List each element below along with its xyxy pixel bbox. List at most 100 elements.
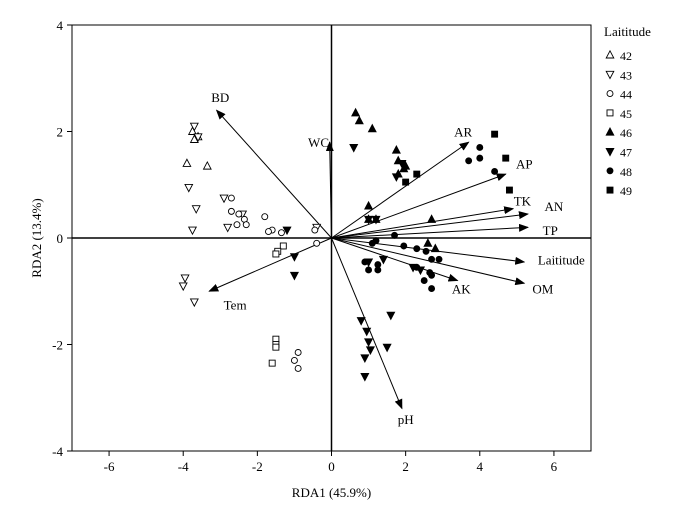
- point-47: [378, 255, 388, 265]
- point-48: [435, 255, 443, 263]
- point-48: [413, 245, 421, 253]
- point-48: [428, 255, 436, 263]
- point-44: [233, 221, 241, 229]
- point-47: [360, 373, 370, 382]
- vector-arrow: [325, 141, 334, 239]
- legend-label: 43: [620, 68, 632, 82]
- point-46: [423, 238, 433, 247]
- vector-label: AR: [454, 125, 472, 140]
- legend-label: 48: [620, 165, 632, 179]
- legend-entry-44: 44: [606, 88, 632, 102]
- point-47: [289, 271, 299, 281]
- vector-tk: TK: [331, 194, 532, 239]
- legend-label: 46: [620, 126, 632, 140]
- point-43: [184, 183, 194, 193]
- point-43: [180, 274, 190, 284]
- point-47: [282, 226, 292, 236]
- point-47: [397, 159, 407, 169]
- point-47: [349, 144, 359, 153]
- point-48: [476, 144, 484, 151]
- series-49: [402, 130, 513, 194]
- point-48: [361, 258, 369, 266]
- point-47: [362, 327, 372, 337]
- point-43: [189, 122, 199, 132]
- legend-label: 44: [620, 88, 632, 102]
- point-43: [189, 298, 199, 308]
- biplot-vectors: BD WC AR AP TK AN TP Laititude OM AK Tem pH: [208, 90, 585, 427]
- vector-label: OM: [532, 282, 553, 297]
- vector-arrow: [331, 237, 403, 410]
- point-48: [368, 239, 376, 247]
- x-tick-label: -4: [178, 459, 189, 474]
- y-axis-title: RDA2 (13.4%): [29, 198, 44, 277]
- point-45: [268, 359, 276, 367]
- legend-entry-48: 48: [606, 165, 632, 179]
- vector-ak: AK: [331, 237, 471, 297]
- series-47: [282, 144, 426, 382]
- legend-marker: [606, 109, 614, 117]
- point-48: [413, 263, 421, 271]
- vector-arrow: [331, 173, 507, 239]
- point-49: [505, 186, 513, 194]
- vector-label: Tem: [224, 298, 247, 313]
- point-48: [374, 266, 382, 274]
- vector-ph: pH: [331, 237, 414, 427]
- point-48: [422, 247, 430, 255]
- vector-label: Laititude: [538, 252, 585, 267]
- legend-marker: [605, 148, 615, 157]
- legend-label: 49: [620, 184, 632, 198]
- point-47: [360, 354, 370, 363]
- series-45: [268, 242, 287, 367]
- vector-wc: WC: [308, 135, 334, 239]
- point-44: [294, 349, 302, 356]
- point-48: [428, 271, 436, 279]
- vector-label: WC: [308, 135, 329, 150]
- legend-entry-42: 42: [605, 49, 632, 63]
- vector-label: AK: [452, 282, 471, 297]
- point-44: [227, 207, 235, 215]
- point-43: [193, 133, 203, 142]
- x-axis-title: RDA1 (45.9%): [292, 485, 371, 500]
- vector-label: BD: [211, 90, 229, 105]
- vector-label: pH: [398, 412, 414, 427]
- legend: Laititude 42 43 44 45 46 47 48 49: [604, 24, 651, 198]
- point-46: [427, 214, 437, 223]
- point-48: [428, 285, 436, 293]
- x-tick-label: 6: [551, 459, 558, 474]
- y-tick-label: 4: [57, 18, 64, 33]
- vector-arrow: [331, 237, 459, 282]
- legend-marker: [605, 127, 615, 136]
- point-42: [202, 160, 212, 170]
- vector-arrow: [208, 237, 332, 292]
- legend-marker: [606, 167, 614, 175]
- vector-arrow: [215, 109, 332, 239]
- point-47: [365, 346, 375, 355]
- point-46: [367, 123, 377, 133]
- point-43: [191, 205, 201, 214]
- point-46: [430, 243, 440, 253]
- y-tick-label: -4: [52, 444, 63, 459]
- x-tick-label: 4: [477, 459, 484, 474]
- series-44: [227, 194, 321, 372]
- point-49: [502, 154, 510, 162]
- vector-label: AP: [516, 156, 533, 171]
- point-44: [311, 226, 319, 234]
- vector-label: TK: [514, 194, 532, 209]
- point-48: [465, 157, 473, 165]
- point-48: [365, 266, 373, 274]
- point-48: [491, 167, 499, 175]
- legend-label: 45: [620, 107, 632, 121]
- point-43: [219, 194, 229, 204]
- point-49: [402, 178, 410, 186]
- point-46: [391, 144, 401, 154]
- legend-title: Laititude: [604, 24, 651, 39]
- vector-label: TP: [543, 223, 558, 238]
- point-48: [420, 277, 428, 285]
- point-46: [354, 115, 364, 125]
- vector-tp: TP: [331, 223, 558, 239]
- point-42: [182, 158, 192, 167]
- point-45: [272, 250, 280, 258]
- vector-ap: AP: [331, 156, 533, 239]
- point-44: [290, 357, 298, 364]
